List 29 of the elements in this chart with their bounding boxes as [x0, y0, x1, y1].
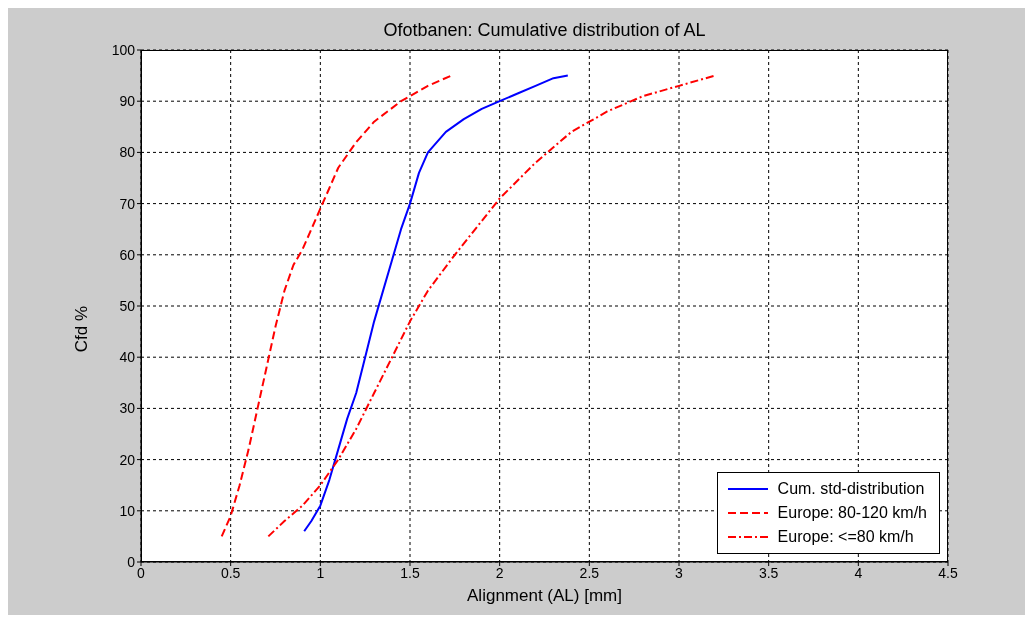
line-series — [220, 74, 453, 538]
y-tick-label: 80 — [119, 144, 136, 161]
y-tick-label: 70 — [119, 195, 136, 212]
x-tick-label: 2 — [495, 564, 504, 581]
x-tick-label: 0.5 — [220, 564, 241, 581]
y-tick-label: 0 — [127, 553, 136, 570]
x-tick-label: 1.5 — [400, 564, 420, 581]
x-tick-label: 4.5 — [938, 564, 958, 581]
y-tick-label: 20 — [119, 451, 136, 468]
x-tick-label: 4 — [854, 564, 863, 581]
y-tick-label: 30 — [119, 400, 136, 417]
chart-title: Ofotbanen: Cumulative distribution of AL — [382, 20, 707, 41]
legend-label: Europe: <=80 km/h — [777, 528, 914, 546]
y-tick-label: 90 — [119, 93, 136, 110]
legend-label: Cum. std-distribution — [777, 480, 925, 498]
x-axis-title: Alignment (AL) [mm] — [467, 586, 622, 606]
x-tick-label: 2.5 — [579, 564, 600, 581]
y-tick-label: 50 — [119, 297, 136, 314]
legend-label: Europe: 80-120 km/h — [777, 504, 927, 522]
x-tick-label: 1 — [316, 564, 325, 581]
y-axis-title: Cfd % — [72, 306, 92, 353]
y-tick-label: 100 — [111, 41, 136, 58]
line-series — [303, 74, 569, 533]
x-tick-label: 3.5 — [758, 564, 779, 581]
y-tick-label: 60 — [119, 246, 136, 263]
y-tick-label: 10 — [119, 502, 136, 519]
line-series — [267, 74, 716, 538]
x-tick-label: 3 — [675, 564, 684, 581]
y-tick-label: 40 — [119, 349, 136, 366]
